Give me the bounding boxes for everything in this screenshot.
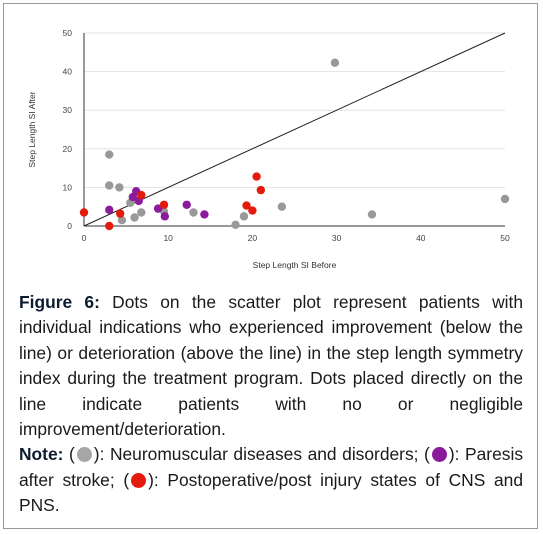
x-tick-label: 30 xyxy=(332,233,342,243)
x-tick-label: 10 xyxy=(163,233,173,243)
point-neuromuscular xyxy=(330,58,340,67)
legend-text-neuromuscular: ): Neuromuscular diseases and disorders; xyxy=(93,444,419,465)
y-tick-label: 0 xyxy=(67,221,72,231)
y-axis-label: Step Length SI After xyxy=(27,91,37,167)
legend-swatch-stroke xyxy=(431,447,447,463)
scatter-chart: 0 10 20 30 40 50 0 10 20 30 40 50 Step Length SI Be… xyxy=(27,28,510,270)
figure-caption: Figure 6: Dots on the scatter plot repre… xyxy=(19,290,523,519)
point-postoperative xyxy=(252,172,261,181)
point-neuromuscular xyxy=(239,212,249,221)
caption-text: Dots on the scatter plot represent patie… xyxy=(19,292,523,440)
point-neuromuscular xyxy=(189,208,198,217)
figure-label: Figure 6: xyxy=(19,292,100,312)
data-points xyxy=(79,58,510,231)
point-neuromuscular xyxy=(115,183,124,192)
x-axis-label: Step Length SI Before xyxy=(253,260,337,270)
point-postoperative xyxy=(256,185,266,195)
point-neuromuscular xyxy=(500,194,510,204)
y-tick-label: 30 xyxy=(63,105,73,115)
point-postoperative xyxy=(105,221,114,231)
x-tick-label: 0 xyxy=(82,233,87,243)
x-tick-label: 20 xyxy=(248,233,258,243)
legend-swatch-neuromuscular xyxy=(76,447,92,463)
point-neuromuscular xyxy=(105,181,114,190)
identity-reference-line xyxy=(83,32,506,227)
point-neuromuscular xyxy=(130,213,139,222)
point-postoperative xyxy=(242,201,251,210)
point-stroke xyxy=(105,205,114,214)
note-label: Note: xyxy=(19,444,64,465)
legend-text-stroke: ): Paresis after stroke; xyxy=(19,444,524,490)
note-paragraph: Note: (): Neuromuscular diseases and dis… xyxy=(19,444,524,516)
point-stroke xyxy=(200,210,209,219)
point-neuromuscular xyxy=(277,202,287,211)
point-neuromuscular xyxy=(105,150,114,159)
tick-labels: 0 10 20 30 40 50 0 10 20 30 40 50 xyxy=(63,28,510,243)
y-tick-label: 40 xyxy=(63,67,73,77)
point-neuromuscular xyxy=(137,208,146,217)
point-neuromuscular xyxy=(117,216,127,225)
figure-frame xyxy=(3,3,538,529)
point-postoperative xyxy=(248,206,257,215)
point-neuromuscular xyxy=(367,210,377,219)
point-postoperative xyxy=(79,208,89,217)
axes xyxy=(83,33,505,227)
legend-swatch-postoperative xyxy=(131,472,147,488)
y-tick-label: 10 xyxy=(63,182,73,192)
point-postoperative xyxy=(137,190,146,200)
point-postoperative xyxy=(116,209,125,218)
point-postoperative xyxy=(159,200,169,209)
y-tick-label: 50 xyxy=(63,28,73,38)
y-tick-label: 20 xyxy=(63,144,73,154)
x-tick-label: 40 xyxy=(416,233,426,243)
caption-paragraph: Figure 6: Dots on the scatter plot repre… xyxy=(19,290,523,442)
point-stroke xyxy=(160,212,170,221)
x-tick-label: 50 xyxy=(500,233,510,243)
legend-text-postoperative: ): Postoperative/post injury states of C… xyxy=(19,469,523,516)
point-neuromuscular xyxy=(231,220,240,230)
grid-lines xyxy=(84,32,505,188)
point-stroke xyxy=(182,200,191,209)
